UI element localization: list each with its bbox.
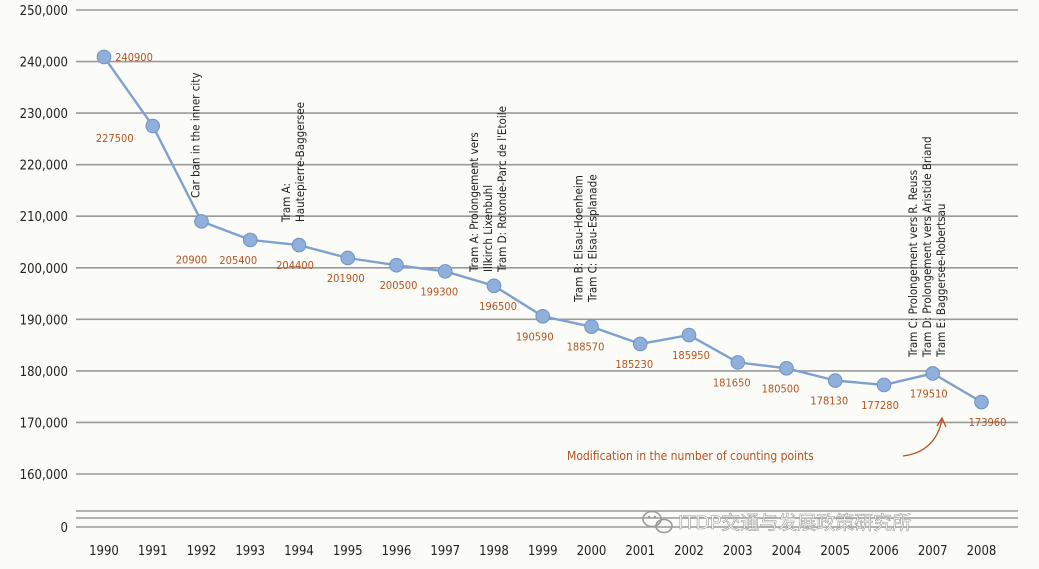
event-label: Tram A: Prolongement vers bbox=[467, 132, 481, 273]
y-tick-label: 200,000 bbox=[20, 262, 68, 277]
watermark: ITDP交通与发展政策研究所 bbox=[642, 510, 912, 534]
series-line-path bbox=[103, 56, 983, 404]
data-label: 199300 bbox=[420, 285, 458, 298]
data-label: 201900 bbox=[327, 272, 365, 285]
data-point bbox=[96, 49, 112, 65]
event-label: Car ban in the inner city bbox=[189, 73, 203, 198]
y-tick-label: 240,000 bbox=[20, 56, 68, 71]
data-point bbox=[242, 232, 258, 248]
data-label: 205400 bbox=[219, 254, 257, 267]
data-label: 204400 bbox=[276, 259, 314, 272]
data-point bbox=[779, 361, 794, 376]
data-label: 200500 bbox=[380, 279, 418, 292]
annotation-arrow bbox=[902, 419, 943, 457]
counting-points-note: Modification in the number of counting p… bbox=[567, 416, 947, 463]
data-point bbox=[584, 319, 599, 335]
annotation-text: Modification in the number of counting p… bbox=[567, 449, 814, 463]
event-label: Illkirch Lixenbuhl bbox=[481, 185, 495, 272]
data-point bbox=[194, 214, 209, 229]
x-tick-label: 1994 bbox=[284, 544, 314, 559]
data-label: 173960 bbox=[969, 416, 1007, 429]
data-label: 178130 bbox=[810, 395, 848, 408]
x-tick-label: 2001 bbox=[625, 544, 655, 559]
event-label: Tram A: bbox=[279, 183, 293, 223]
x-tick-label: 2005 bbox=[820, 544, 850, 559]
event-label: Tram C: Elsau-Esplanade bbox=[586, 174, 600, 303]
data-label: 185950 bbox=[672, 349, 710, 362]
data-label: 177280 bbox=[861, 399, 899, 412]
wechat-icon bbox=[642, 510, 673, 534]
gridlines bbox=[76, 9, 1018, 528]
data-label: 20900 bbox=[176, 253, 207, 266]
data-label: 240900 bbox=[115, 51, 153, 64]
x-tick-label: 1998 bbox=[479, 544, 509, 559]
data-point bbox=[535, 308, 551, 324]
data-point bbox=[632, 336, 648, 352]
event-label: Tram D: Rotonde-Parc de l'Etoile bbox=[495, 106, 509, 273]
event-label: Hautepierre-Baggersee bbox=[293, 102, 307, 222]
data-label: 185230 bbox=[615, 358, 653, 371]
data-point bbox=[827, 373, 843, 388]
x-tick-label: 2000 bbox=[577, 544, 607, 559]
x-tick-label: 1993 bbox=[235, 544, 265, 559]
event-label: Tram C: Prolongement vers R. Reuss bbox=[906, 170, 920, 358]
data-labels: 240900 227500 20900 205400 204400 201900 20050… bbox=[96, 51, 1007, 429]
y-tick-label: 210,000 bbox=[20, 210, 68, 225]
data-label: 188570 bbox=[567, 341, 605, 354]
y-tick-label: 160,000 bbox=[20, 468, 68, 483]
data-point bbox=[389, 257, 404, 273]
x-tick-label: 1996 bbox=[382, 544, 412, 559]
data-label: 227500 bbox=[96, 132, 134, 145]
x-tick-label: 2006 bbox=[869, 544, 899, 559]
x-tick-label: 2008 bbox=[967, 544, 997, 559]
x-tick-label: 2002 bbox=[674, 544, 704, 559]
watermark-text: ITDP交通与发展政策研究所 bbox=[678, 512, 911, 534]
event-annotations: Car ban in the inner city Tram A: Hautepie… bbox=[189, 73, 948, 358]
data-point bbox=[291, 237, 307, 253]
series-line bbox=[96, 49, 989, 410]
annotation-arrowhead bbox=[936, 416, 947, 428]
data-point bbox=[486, 278, 502, 294]
y-tick-label: 0 bbox=[61, 521, 68, 536]
data-label: 179510 bbox=[910, 387, 948, 400]
data-label: 196500 bbox=[479, 300, 517, 313]
data-label: 180500 bbox=[762, 382, 800, 395]
y-axis-ticks: 250,000 240,000 230,000 220,000 210,000 200,0… bbox=[20, 4, 68, 536]
data-point bbox=[340, 250, 356, 266]
x-tick-label: 1995 bbox=[333, 544, 363, 559]
data-point bbox=[145, 118, 161, 134]
x-tick-label: 1992 bbox=[187, 544, 217, 559]
y-tick-label: 230,000 bbox=[20, 107, 68, 122]
x-tick-label: 2007 bbox=[918, 544, 948, 559]
event-label: Tram D: Prolongement vers Aristide Brian… bbox=[920, 136, 934, 358]
event-label: Tram E: Baggersee-Robertsau bbox=[934, 204, 948, 358]
y-tick-label: 190,000 bbox=[20, 313, 68, 328]
y-tick-label: 250,000 bbox=[20, 4, 68, 19]
data-point bbox=[925, 366, 941, 381]
data-point bbox=[681, 327, 697, 343]
x-tick-label: 1991 bbox=[138, 544, 168, 559]
x-tick-label: 1997 bbox=[430, 544, 460, 559]
y-tick-label: 180,000 bbox=[20, 365, 68, 380]
data-label: 190590 bbox=[516, 330, 554, 343]
data-point bbox=[437, 264, 453, 279]
event-label: Tram B: Elsau-Hoenheim bbox=[572, 175, 586, 303]
data-point bbox=[974, 394, 989, 410]
x-tick-label: 2003 bbox=[723, 544, 753, 559]
y-tick-label: 170,000 bbox=[20, 416, 68, 431]
data-point bbox=[730, 355, 746, 370]
x-tick-label: 1999 bbox=[528, 544, 558, 559]
x-tick-label: 2004 bbox=[772, 544, 802, 559]
x-axis-ticks: 1990 1991 1992 1993 1994 1995 1996 1997 1998 1999… bbox=[89, 544, 996, 559]
data-point bbox=[876, 377, 892, 393]
y-tick-label: 220,000 bbox=[20, 159, 68, 174]
x-tick-label: 1990 bbox=[89, 544, 119, 559]
data-label: 181650 bbox=[713, 376, 751, 389]
